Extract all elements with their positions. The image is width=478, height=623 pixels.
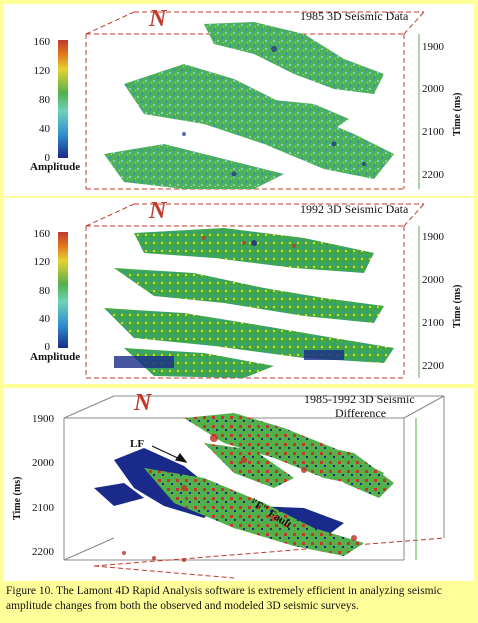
time-tick: 2000 [422,274,444,286]
time-axis-title: Time (ms) [452,92,463,136]
time-tick: 1900 [422,231,444,243]
colorbar [58,40,68,158]
north-arrow-label: N [134,390,152,416]
time-axis-title: Time (ms) [12,476,23,520]
volume-1992 [58,203,425,379]
time-axis-title: Time (ms) [452,284,463,328]
time-tick: 2200 [422,169,444,181]
volume-difference [63,395,445,579]
colorbar-tick: 40 [39,313,50,325]
panel-title-line2: Difference [335,406,387,420]
panel-title: 1985-1992 3D Seismic [304,392,415,406]
time-tick: 2200 [32,546,54,558]
figure-caption: Figure 10. The Lamont 4D Rapid Analysis … [6,585,442,612]
colorbar-label: Amplitude [30,161,81,173]
panel-1985-seismic: N 1985 3D Seismic Data 160 120 80 40 0 A… [4,4,474,196]
time-tick: 2000 [422,83,444,95]
panel-1992-seismic: N 1992 3D Seismic Data 160 120 80 40 0 A… [4,198,474,384]
panel-difference: N 1985-1992 3D Seismic Difference 1900 2… [4,388,474,581]
time-tick: 2100 [422,317,444,329]
time-tick: 2000 [32,457,54,469]
colorbar-tick: 160 [33,36,51,48]
colorbar-tick: 120 [33,256,51,268]
colorbar-label: Amplitude [30,351,81,363]
panel-title: 1992 3D Seismic Data [300,202,409,216]
panel-title: 1985 3D Seismic Data [300,9,409,23]
colorbar-tick: 0 [44,152,51,164]
volume-1985 [58,11,425,190]
time-tick: 1900 [32,413,54,425]
north-arrow-label: N [149,198,167,224]
colorbar [58,232,68,348]
colorbar-tick: 0 [44,341,51,353]
lf-annotation: LF [130,438,145,450]
time-tick: 2100 [32,502,54,514]
colorbar-tick: 120 [33,65,51,77]
colorbar-tick: 80 [39,285,50,297]
time-tick: 1900 [422,41,444,53]
time-tick: 2100 [422,126,444,138]
time-tick: 2200 [422,360,444,372]
colorbar-tick: 80 [39,94,50,106]
colorbar-tick: 160 [33,228,51,240]
colorbar-tick: 40 [39,123,50,135]
north-arrow-label: N [149,6,167,32]
